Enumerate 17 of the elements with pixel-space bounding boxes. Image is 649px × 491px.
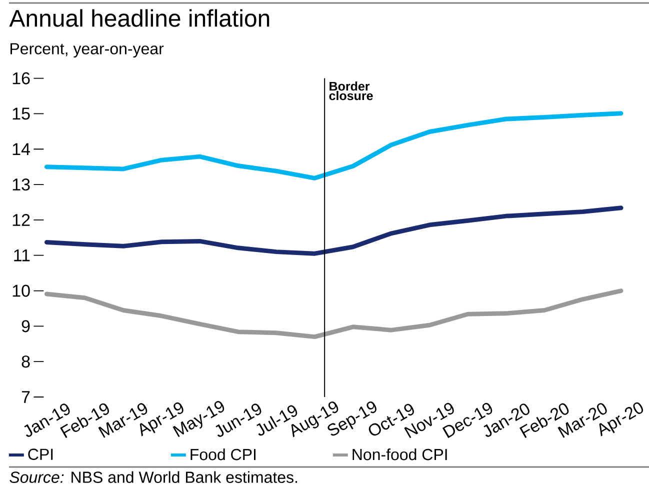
y-tick-label: 10: [12, 284, 30, 297]
text: Source: NBS and World Bank estimates.: [10, 471, 298, 483]
y-tick-label: 12: [12, 214, 30, 226]
y-tick-label: 7: [22, 391, 30, 403]
chart-subtitle: Percent, year-on-year: [10, 43, 164, 58]
y-tick-label: 16: [12, 72, 30, 84]
ref-line-label: Border closure: [329, 81, 373, 100]
y-tick-label: 8: [22, 356, 30, 368]
y-tick-label: 13: [12, 178, 30, 191]
legend-label: Non-food CPI: [352, 448, 447, 460]
y-tick-label: 11: [14, 250, 30, 262]
chart-title: Annual headline inflation: [9, 9, 270, 27]
y-tick-label: 15: [12, 108, 30, 120]
y-tick-label: 14: [12, 143, 30, 155]
legend-label: Food CPI: [190, 448, 256, 460]
y-tick-label: 9: [22, 320, 30, 332]
legend-label: CPI: [28, 448, 53, 460]
